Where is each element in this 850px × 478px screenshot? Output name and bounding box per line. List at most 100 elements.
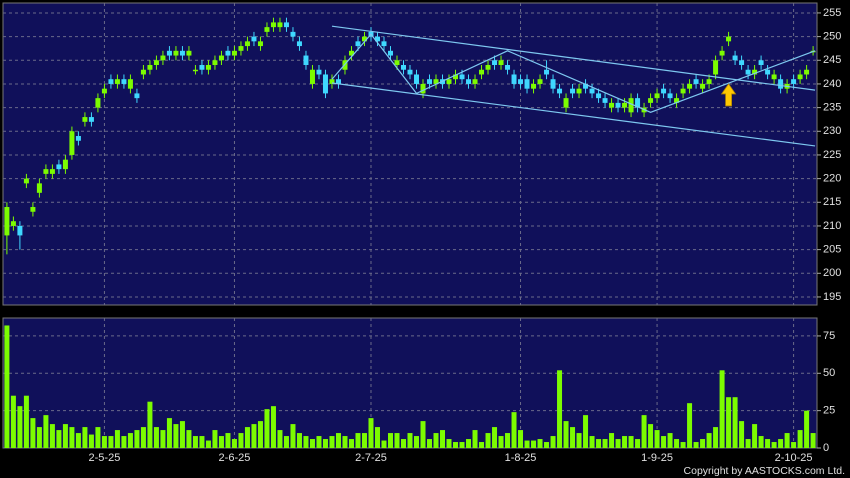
- candle-body: [576, 88, 582, 94]
- candle-body: [134, 93, 140, 99]
- volume-bar: [192, 436, 198, 448]
- candle-body: [290, 31, 296, 37]
- candle-body: [407, 69, 413, 75]
- x-tick-label: 2-6-25: [219, 452, 251, 464]
- volume-bar: [82, 427, 88, 448]
- volume-bar: [550, 436, 556, 448]
- volume-bar: [674, 439, 680, 448]
- volume-bar: [589, 436, 595, 448]
- trendline: [331, 33, 816, 113]
- volume-bar: [433, 433, 439, 448]
- volume-bar: [537, 439, 543, 448]
- volume-bar: [563, 421, 569, 448]
- volume-bar: [570, 427, 576, 448]
- volume-bar: [648, 424, 654, 448]
- candle-body: [752, 69, 758, 75]
- candle-body: [459, 74, 465, 80]
- candle-body: [381, 41, 387, 47]
- volume-bar: [407, 433, 413, 448]
- candle-body: [329, 79, 335, 84]
- candle-body: [121, 79, 127, 84]
- volume-bar: [134, 430, 140, 448]
- candle-body: [179, 50, 185, 56]
- candle-body: [583, 83, 589, 89]
- volume-bar: [583, 415, 589, 448]
- candle-body: [374, 36, 380, 42]
- volume-bar: [615, 439, 621, 448]
- x-tick-label: 1-8-25: [505, 452, 537, 464]
- candle-body: [726, 36, 732, 42]
- candle-body: [596, 93, 602, 99]
- volume-bar: [56, 430, 62, 448]
- candle-body: [492, 60, 498, 66]
- candle-body: [4, 207, 10, 236]
- volume-bar: [791, 442, 797, 448]
- volume-bar: [17, 406, 23, 448]
- y-tick-label: 215: [823, 196, 841, 208]
- candle-body: [804, 69, 810, 75]
- volume-bar: [108, 436, 114, 448]
- volume-bar: [264, 409, 270, 448]
- candle-body: [544, 69, 550, 75]
- volume-bar: [186, 430, 192, 448]
- candle-body: [153, 60, 159, 66]
- candle-body: [537, 79, 543, 84]
- volume-bar: [329, 436, 335, 448]
- volume-bar: [30, 418, 36, 448]
- candle-body: [205, 65, 211, 70]
- volume-bar: [270, 406, 276, 448]
- candle-body: [661, 88, 667, 94]
- volume-bar: [212, 430, 218, 448]
- y-tick-label: 0: [823, 442, 829, 454]
- volume-bar: [75, 433, 81, 448]
- volume-bar: [420, 421, 426, 448]
- candle-body: [466, 79, 472, 84]
- candle-body: [36, 183, 42, 193]
- candle-body: [680, 88, 686, 94]
- price-panel: [2, 2, 818, 306]
- volume-bar: [322, 439, 328, 448]
- volume-bar: [140, 427, 146, 448]
- volume-bar: [36, 427, 42, 448]
- candle-body: [797, 74, 803, 80]
- candle-body: [361, 36, 367, 42]
- y-tick-label: 250: [823, 31, 841, 43]
- volume-bar: [706, 433, 712, 448]
- candle-body: [303, 55, 309, 66]
- candle-body: [127, 79, 133, 89]
- volume-bar: [95, 427, 101, 448]
- volume-bar: [400, 439, 406, 448]
- candle-body: [693, 79, 699, 84]
- volume-bar: [765, 439, 771, 448]
- candle-body: [563, 98, 569, 108]
- volume-bar: [511, 412, 517, 448]
- candle-body: [505, 65, 511, 70]
- candle-body: [30, 207, 36, 212]
- volume-bar: [355, 433, 361, 448]
- volume-bar: [244, 427, 250, 448]
- candle-body: [238, 46, 244, 51]
- volume-bar: [179, 421, 185, 448]
- volume-bar: [472, 430, 478, 448]
- volume-bar: [680, 442, 686, 448]
- candle-body: [199, 65, 205, 70]
- volume-bar: [713, 427, 719, 448]
- volume-bar: [218, 436, 224, 448]
- volume-bar: [296, 433, 302, 448]
- candle-body: [264, 27, 270, 32]
- y-tick-label: 225: [823, 149, 841, 161]
- volume-bar: [687, 403, 693, 448]
- volume-bar: [752, 424, 758, 448]
- candle-body: [88, 117, 94, 122]
- volume-bar: [544, 442, 550, 448]
- candle-body: [771, 74, 777, 80]
- y-tick-label: 50: [823, 367, 835, 379]
- y-tick-label: 75: [823, 330, 835, 342]
- volume-bar: [290, 424, 296, 448]
- candle-body: [420, 83, 426, 94]
- volume-bar: [427, 439, 433, 448]
- volume-bar: [43, 415, 49, 448]
- volume-bar: [654, 430, 660, 448]
- candle-body: [550, 79, 556, 89]
